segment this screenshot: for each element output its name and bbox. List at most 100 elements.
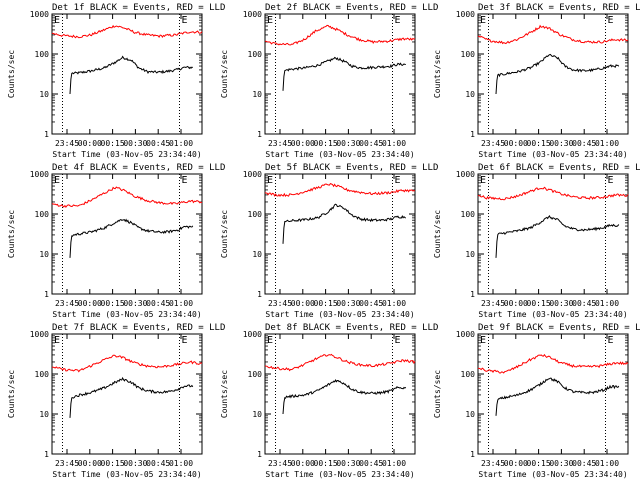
y-tick-label: 1 [470, 450, 475, 459]
panel-title: Det 5f BLACK = Events, RED = LLD [265, 163, 438, 173]
x-tick-label: 00:15 [527, 299, 551, 308]
lld-series-line [51, 354, 203, 373]
x-tick-label: 00:00 [78, 299, 102, 308]
y-tick-label: 1000 [456, 170, 475, 179]
x-tick-label: 00:30 [336, 139, 360, 148]
events-series-line [69, 218, 194, 258]
x-tick-label: 00:30 [549, 459, 573, 468]
marker-label-left: E [267, 15, 273, 26]
detector-panel-2: Det 2f BLACK = Events, RED = LLD 1 10 100 10… [220, 3, 438, 159]
y-axis-label: Counts/sec [433, 210, 442, 258]
marker-label-right: E [608, 15, 614, 26]
y-tick-label: 10 [252, 90, 262, 99]
marker-label-left: E [267, 175, 273, 186]
marker-label-left: E [480, 175, 486, 186]
x-tick-label: 00:30 [336, 459, 360, 468]
y-tick-label: 1000 [243, 170, 262, 179]
panel-title: Det 9f BLACK = Events, RED = LLD [478, 323, 640, 333]
x-tick-label: 00:15 [101, 299, 125, 308]
lld-series-line [264, 353, 416, 372]
x-tick-label: 00:30 [123, 139, 147, 148]
x-tick-label: 00:15 [527, 139, 551, 148]
x-tick-label: 00:45 [359, 139, 383, 148]
y-tick-label: 1000 [30, 10, 49, 19]
y-tick-label: 10 [465, 250, 475, 259]
x-tick-label: 00:45 [572, 299, 596, 308]
marker-label-right: E [608, 335, 614, 346]
marker-label-left: E [54, 15, 60, 26]
y-tick-label: 1 [470, 290, 475, 299]
lld-series-line [51, 24, 203, 39]
x-tick-label: 23:45 [481, 459, 505, 468]
events-series-line [495, 53, 620, 95]
x-tick-label: 00:30 [123, 299, 147, 308]
x-axis-label: Start Time (03-Nov-05 23:34:40) [478, 150, 627, 159]
x-tick-label: 00:15 [314, 139, 338, 148]
y-tick-label: 100 [248, 370, 263, 379]
x-axis-label: Start Time (03-Nov-05 23:34:40) [265, 470, 414, 479]
panel-title: Det 6f BLACK = Events, RED = LLD [478, 163, 640, 173]
plot-frame [264, 333, 416, 455]
y-tick-label: 10 [39, 250, 49, 259]
plot-frame [477, 333, 629, 455]
plot-frame [477, 13, 629, 135]
y-axis-label: Counts/sec [433, 50, 442, 98]
events-series-line [282, 379, 407, 415]
x-tick-label: 00:30 [549, 299, 573, 308]
x-tick-label: 00:45 [572, 459, 596, 468]
detector-panel-5: Det 5f BLACK = Events, RED = LLD 1 10 100 10… [220, 163, 438, 319]
y-tick-label: 10 [252, 250, 262, 259]
x-axis-label: Start Time (03-Nov-05 23:34:40) [52, 150, 201, 159]
x-tick-label: 00:15 [101, 459, 125, 468]
x-axis-label: Start Time (03-Nov-05 23:34:40) [52, 310, 201, 319]
x-tick-label: 00:45 [572, 139, 596, 148]
marker-label-right: E [182, 15, 188, 26]
events-series-line [282, 203, 407, 244]
x-tick-label: 00:15 [527, 459, 551, 468]
x-axis-label: Start Time (03-Nov-05 23:34:40) [265, 150, 414, 159]
detector-panel-9: Det 9f BLACK = Events, RED = LLD 1 10 100 10… [433, 323, 640, 479]
lld-series-line [477, 186, 629, 201]
y-axis-label: Counts/sec [433, 370, 442, 418]
plot-frame [264, 173, 416, 295]
marker-label-left: E [54, 335, 60, 346]
x-tick-label: 01:00 [595, 459, 619, 468]
panel-title: Det 7f BLACK = Events, RED = LLD [52, 323, 225, 333]
x-tick-label: 23:45 [481, 299, 505, 308]
events-series-line [495, 215, 620, 258]
x-tick-label: 00:45 [359, 299, 383, 308]
marker-label-left: E [267, 335, 273, 346]
x-tick-label: 00:00 [504, 459, 528, 468]
x-tick-label: 23:45 [268, 459, 292, 468]
x-tick-label: 23:45 [55, 459, 79, 468]
y-tick-label: 1000 [456, 10, 475, 19]
y-tick-label: 1000 [30, 330, 49, 339]
y-tick-label: 1 [257, 130, 262, 139]
x-axis-label: Start Time (03-Nov-05 23:34:40) [265, 310, 414, 319]
x-tick-label: 23:45 [55, 299, 79, 308]
y-tick-label: 1000 [30, 170, 49, 179]
x-tick-label: 00:00 [291, 459, 315, 468]
y-tick-label: 10 [252, 410, 262, 419]
detector-panel-7: Det 7f BLACK = Events, RED = LLD 1 10 100 10… [7, 323, 225, 479]
y-tick-label: 1000 [243, 10, 262, 19]
x-tick-label: 23:45 [268, 299, 292, 308]
y-tick-label: 1 [257, 450, 262, 459]
x-tick-label: 00:15 [314, 299, 338, 308]
detector-panel-1: Det 1f BLACK = Events, RED = LLD 1 10 100 10… [7, 3, 225, 159]
lld-series-line [264, 24, 416, 46]
y-tick-label: 10 [465, 90, 475, 99]
x-tick-label: 01:00 [382, 139, 406, 148]
events-series-line [495, 377, 620, 416]
y-axis-label: Counts/sec [220, 50, 229, 98]
y-tick-label: 10 [465, 410, 475, 419]
y-tick-label: 100 [35, 50, 50, 59]
y-tick-label: 1 [44, 290, 49, 299]
lld-series-line [51, 186, 203, 208]
marker-label-left: E [54, 175, 60, 186]
lld-series-line [477, 24, 629, 45]
x-tick-label: 00:45 [146, 139, 170, 148]
x-tick-label: 01:00 [169, 139, 193, 148]
marker-label-right: E [395, 15, 401, 26]
panel-title: Det 8f BLACK = Events, RED = LLD [265, 323, 438, 333]
